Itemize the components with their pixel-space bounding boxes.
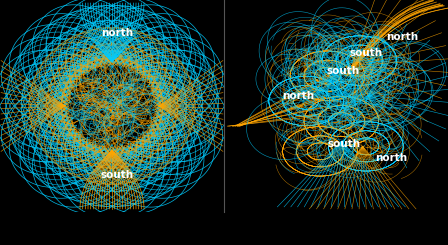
Text: south: south <box>349 49 383 59</box>
Text: north: north <box>375 153 408 163</box>
Text: north: north <box>101 28 134 38</box>
Text: south: south <box>101 170 134 180</box>
Text: during a reversal: during a reversal <box>277 221 395 235</box>
Text: north: north <box>283 91 315 101</box>
Text: south: south <box>327 66 360 76</box>
Text: south: south <box>328 139 361 149</box>
Text: between reversals: between reversals <box>48 221 176 235</box>
Text: north: north <box>386 32 418 42</box>
